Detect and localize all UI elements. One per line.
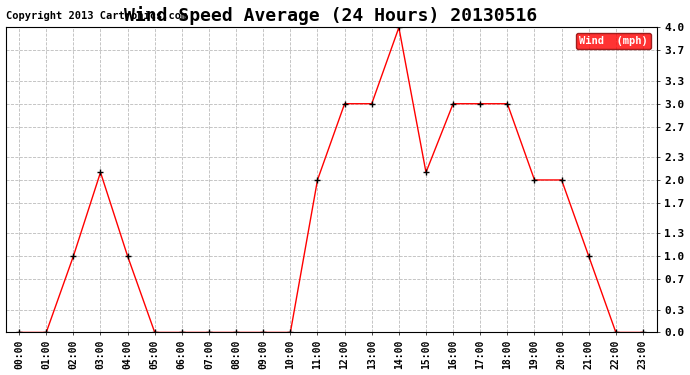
Title: Wind Speed Average (24 Hours) 20130516: Wind Speed Average (24 Hours) 20130516 <box>124 6 538 24</box>
Text: Copyright 2013 Cartronics.com: Copyright 2013 Cartronics.com <box>6 11 187 21</box>
Legend: Wind  (mph): Wind (mph) <box>576 33 651 49</box>
